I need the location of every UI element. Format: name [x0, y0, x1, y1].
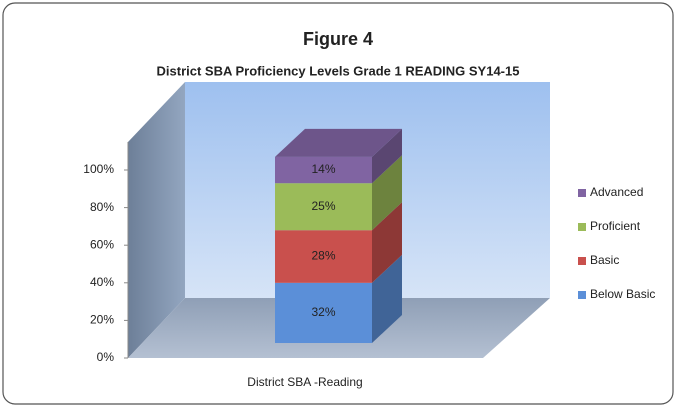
data-label: 14%: [311, 162, 335, 176]
bar: [275, 230, 372, 283]
y-tick-label: 60%: [90, 237, 114, 251]
data-label: 32%: [311, 305, 335, 319]
bar: [275, 282, 372, 343]
y-tick-label: 40%: [90, 275, 114, 289]
bar-side: [372, 202, 402, 283]
legend-marker: [578, 223, 586, 231]
bar-side: [372, 254, 402, 343]
legend-label: Basic: [590, 253, 619, 267]
data-label: 28%: [311, 249, 335, 263]
y-tick-label: 80%: [90, 200, 114, 214]
side-wall: [128, 82, 185, 358]
x-tick-label: District SBA -Reading: [247, 375, 362, 389]
data-label: 25%: [311, 199, 335, 213]
bar-side: [372, 128, 402, 184]
legend-label: Proficient: [590, 219, 641, 233]
chart-subtitle: District SBA Proficiency Levels Grade 1 …: [157, 63, 520, 78]
bar-side: [372, 155, 402, 231]
legend-label: Advanced: [590, 185, 643, 199]
legend-marker: [578, 291, 586, 299]
bar: [275, 183, 372, 231]
bar-top: [275, 128, 402, 157]
y-tick-label: 0%: [97, 350, 115, 364]
legend-marker: [578, 189, 586, 197]
legend-marker: [578, 257, 586, 265]
y-tick-label: 20%: [90, 313, 114, 327]
bar: [275, 156, 372, 184]
legend-label: Below Basic: [590, 287, 655, 301]
chart-title: Figure 4: [303, 29, 373, 49]
y-tick-label: 100%: [83, 162, 114, 176]
